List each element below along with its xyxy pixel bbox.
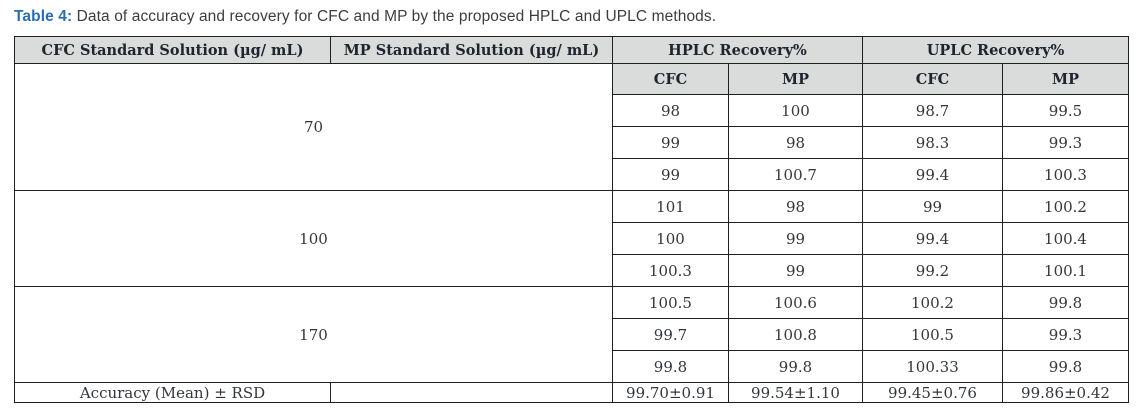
table-cell: 100.8 (728, 318, 863, 351)
table-cell: 99.7 (612, 318, 729, 351)
table-cell: 100.2 (862, 286, 1003, 319)
footer-value-hplc-cfc: 99.70±0.91 (612, 382, 729, 403)
header-hplc-recovery: HPLC Recovery% (612, 36, 863, 64)
table-row: 100 99 99.4 100.4 (15, 222, 1130, 255)
subheader-uplc-mp: MP (1001, 63, 1130, 95)
table-cell: 101 (612, 190, 729, 223)
table-caption-text: Data of accuracy and recovery for CFC an… (72, 8, 717, 25)
table-cell: 100.7 (728, 158, 863, 191)
table-cell: 100.6 (728, 286, 863, 319)
concentration-cell-100: 100 (14, 190, 613, 287)
table-row: 99 100.7 99.4 100.3 (15, 158, 1130, 191)
table-cell: 100.3 (1001, 158, 1130, 191)
subheader-hplc-mp: MP (728, 63, 863, 95)
subheader-hplc-cfc: CFC (612, 63, 729, 95)
footer-empty-cell (330, 382, 613, 403)
footer-label: Accuracy (Mean) ± RSD (14, 382, 331, 403)
table-cell: 100.33 (862, 350, 1003, 383)
subheader-uplc-cfc: CFC (862, 63, 1003, 95)
footer-value-uplc-cfc: 99.45±0.76 (862, 382, 1003, 403)
table-caption: Table 4: Data of accuracy and recovery f… (14, 7, 716, 26)
table-cell: 99.5 (1001, 94, 1130, 127)
table-row: 99.7 100.8 100.5 99.3 (15, 318, 1130, 351)
table-cell: 98.7 (862, 94, 1003, 127)
table-row: 100 101 98 99 100.2 (14, 190, 1130, 287)
header-mp-standard: MP Standard Solution (µg/ mL) (330, 36, 613, 64)
table-cell: 100.1 (1001, 254, 1130, 287)
table-cell: 99.8 (1001, 286, 1130, 319)
header-uplc-recovery: UPLC Recovery% (861, 36, 1130, 64)
table-row: 99 98 98.3 99.3 (15, 126, 1130, 159)
table-row: 170 100.5 100.6 100.2 99.8 (14, 286, 1130, 383)
table-cell: 100.5 (862, 318, 1003, 351)
table-cell: 99.4 (862, 222, 1003, 255)
table-cell: 99 (862, 190, 1003, 223)
footer-value-hplc-mp: 99.54±1.10 (728, 382, 863, 403)
table-cell: 100.2 (1001, 190, 1130, 223)
table-cell: 99 (728, 254, 863, 287)
table-cell: 98 (728, 190, 863, 223)
table-cell: 99.8 (1001, 350, 1130, 383)
table-cell: 98.3 (862, 126, 1003, 159)
table-caption-label: Table 4: (14, 8, 73, 25)
table-cell: 100 (612, 222, 729, 255)
accuracy-recovery-table: CFC Standard Solution (µg/ mL) MP Standa… (14, 36, 1130, 403)
table-cell: 99 (612, 126, 729, 159)
table-cell: 98 (728, 126, 863, 159)
table-cell: 99.8 (612, 350, 729, 383)
table-cell: 99 (728, 222, 863, 255)
table-cell: 100.3 (612, 254, 729, 287)
sub-header-row: 70 CFC MP CFC MP (14, 63, 1130, 191)
table-row: 99.8 99.8 100.33 99.8 (15, 350, 1130, 383)
table-cell: 99.4 (862, 158, 1003, 191)
table-cell: 100.5 (612, 286, 729, 319)
concentration-cell-170: 170 (14, 286, 613, 383)
concentration-cell-70: 70 (14, 63, 613, 191)
table-cell: 99.3 (1001, 126, 1130, 159)
table-cell: 99.3 (1001, 318, 1130, 351)
table-row: 100.3 99 99.2 100.1 (15, 254, 1130, 287)
table-cell: 98 (612, 94, 729, 127)
header-cfc-standard: CFC Standard Solution (µg/ mL) (14, 36, 331, 64)
table-cell: 99.2 (862, 254, 1003, 287)
table-cell: 99.8 (728, 350, 863, 383)
table-cell: 100.4 (1001, 222, 1130, 255)
table-cell: 100 (728, 94, 863, 127)
table-row: 98 100 98.7 99.5 (15, 94, 1130, 127)
header-row: CFC Standard Solution (µg/ mL) MP Standa… (14, 36, 1130, 64)
footer-row: Accuracy (Mean) ± RSD 99.70±0.91 99.54±1… (14, 382, 1130, 403)
footer-value-uplc-mp: 99.86±0.42 (1001, 382, 1130, 403)
table-cell: 99 (612, 158, 729, 191)
